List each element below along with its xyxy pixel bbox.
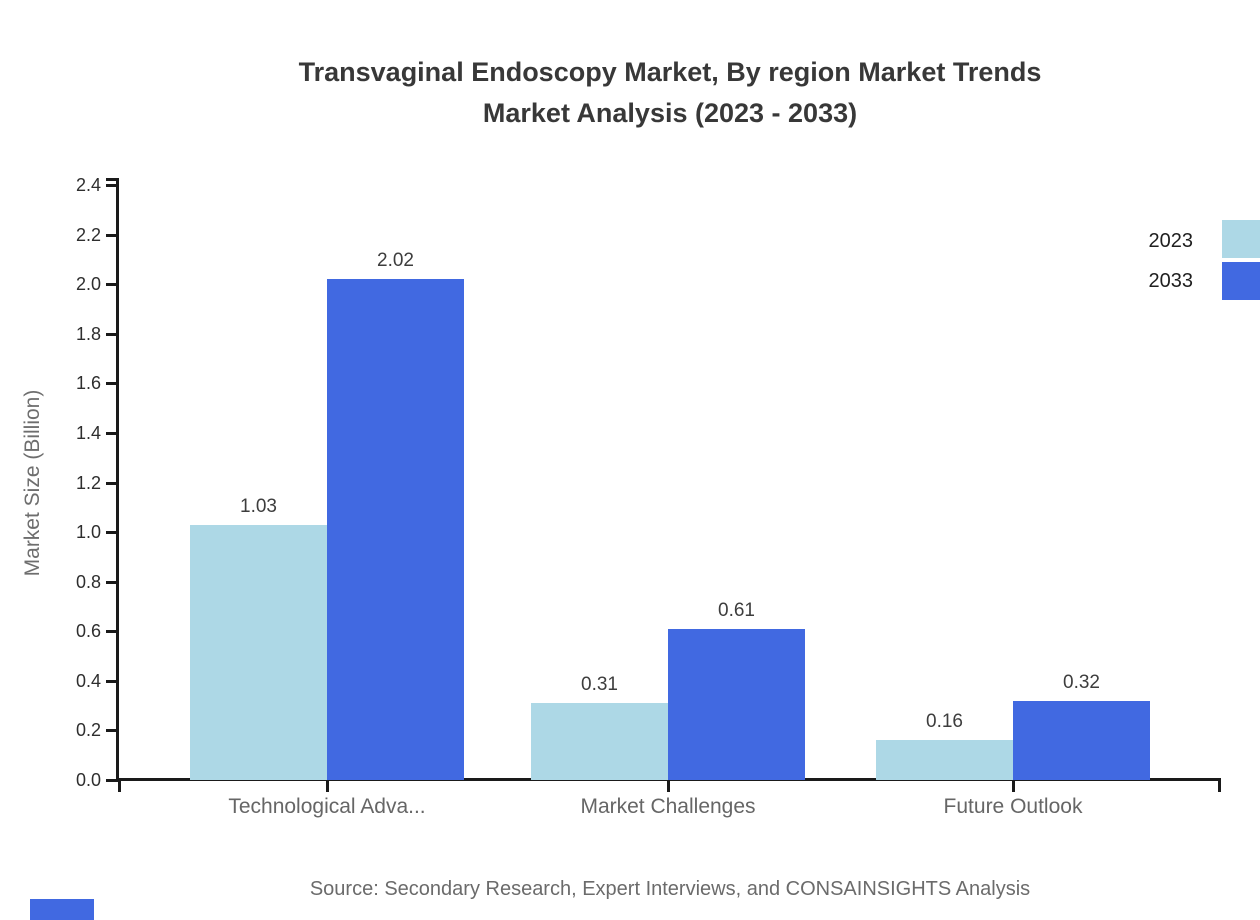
bar-2033-c1: [668, 628, 805, 780]
bar-value-label: 2.02: [377, 250, 414, 272]
chart-title-line1: Transvaginal Endoscopy Market, By region…: [298, 57, 1042, 87]
bar-2023-c1: [531, 703, 668, 780]
y-tick-label: 1.6: [75, 373, 101, 394]
y-tick: [106, 233, 118, 237]
y-tick-label: 1.8: [75, 323, 101, 344]
y-tick: [106, 630, 118, 634]
y-tick: [106, 679, 118, 683]
x-category-label: Technological Adva...: [228, 795, 426, 818]
y-axis-top-cap-tick: [106, 178, 118, 181]
y-tick-label: 0.6: [75, 621, 101, 642]
y-tick: [106, 531, 118, 535]
bar-2023-c0: [190, 524, 327, 780]
y-tick-label: 0.2: [75, 720, 101, 741]
x-category-label: Market Challenges: [580, 795, 756, 818]
legend-swatch-2033: [1222, 262, 1260, 300]
y-tick: [106, 332, 118, 336]
x-tick: [326, 781, 329, 792]
y-axis-spine: [116, 178, 119, 782]
y-tick-label: 1.0: [75, 522, 101, 543]
x-axis-left-end-tick: [118, 781, 121, 792]
chart-title: Transvaginal Endoscopy Market, By region…: [80, 52, 1260, 134]
y-tick-label: 0.0: [75, 770, 101, 790]
bar-value-label: 0.61: [718, 599, 755, 621]
source-attribution: Source: Secondary Research, Expert Inter…: [309, 878, 1031, 900]
bar-2033-c2: [1013, 700, 1150, 780]
bar-value-label: 1.03: [240, 495, 277, 517]
y-tick-label: 1.4: [75, 422, 101, 443]
y-tick: [106, 779, 118, 782]
legend-label-2023: 2023: [1148, 230, 1194, 252]
y-tick-label: 2.0: [75, 274, 101, 295]
legend-label-2033: 2033: [1148, 270, 1194, 292]
y-tick-label: 2.2: [75, 224, 101, 245]
y-tick: [106, 382, 118, 386]
y-tick: [106, 431, 118, 435]
bar-value-label: 0.32: [1063, 671, 1100, 693]
y-tick-label: 2.4: [75, 175, 101, 196]
chart-title-line2: Market Analysis (2023 - 2033): [482, 98, 858, 128]
legend-swatch-2023: [1222, 220, 1260, 258]
y-tick-label: 0.8: [75, 571, 101, 592]
x-tick: [1012, 781, 1015, 792]
y-tick: [106, 481, 118, 485]
bar-2023-c2: [876, 740, 1013, 780]
y-tick: [106, 580, 118, 584]
bar-value-label: 0.31: [581, 674, 618, 696]
y-tick: [106, 729, 118, 733]
y-tick: [106, 283, 118, 287]
x-tick: [667, 781, 670, 792]
y-tick-label: 1.2: [75, 472, 101, 493]
logo-fragment: [30, 899, 94, 920]
y-tick-label: 0.4: [75, 670, 101, 691]
x-category-label: Future Outlook: [943, 795, 1083, 818]
bar-2033-c0: [327, 279, 464, 780]
bar-value-label: 0.16: [926, 711, 963, 733]
y-tick: [106, 184, 118, 188]
x-axis-right-end-tick: [1218, 781, 1221, 792]
